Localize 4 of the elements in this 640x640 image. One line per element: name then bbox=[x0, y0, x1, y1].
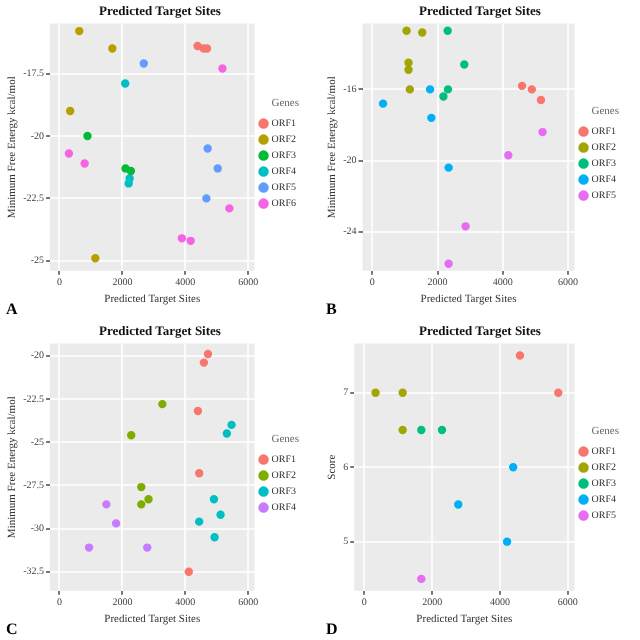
text: B bbox=[326, 300, 338, 319]
text: C bbox=[6, 620, 18, 639]
text: A bbox=[6, 300, 18, 319]
text: D bbox=[326, 620, 338, 639]
